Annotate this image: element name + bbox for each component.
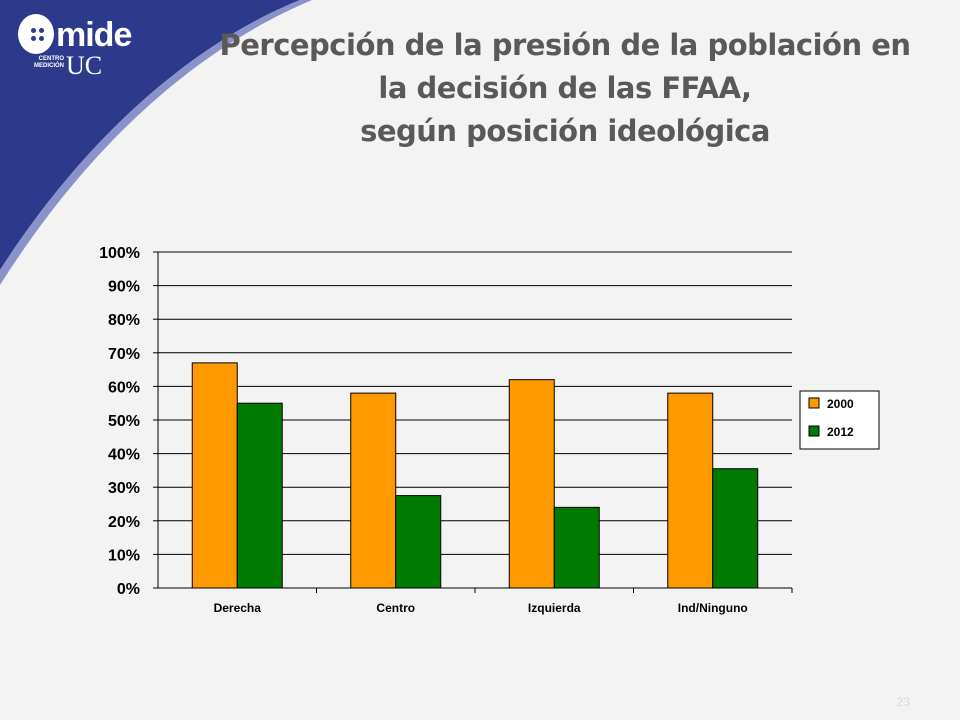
bar-2000	[667, 392, 714, 589]
y-tick-label: 0%	[117, 581, 140, 598]
legend-swatch	[808, 397, 820, 409]
logo-uc-text: UC	[66, 51, 103, 80]
title-line: según posición ideológica	[360, 114, 770, 148]
y-tick-label: 20%	[108, 514, 140, 531]
y-tick-label: 60%	[108, 379, 140, 396]
title-line: Percepción de la presión de la población…	[219, 28, 911, 62]
x-tick-label: Izquierda	[528, 601, 581, 615]
mide-uc-logo: mide CENTRO MEDICIÓN UC	[18, 14, 132, 84]
y-tick-label: 50%	[108, 413, 140, 430]
bar-2000	[191, 362, 238, 589]
slide-title: Percepción de la presión de la población…	[200, 24, 930, 153]
y-tick-label: 90%	[108, 279, 140, 296]
bar-2000	[350, 392, 397, 589]
bar-2012	[236, 402, 283, 589]
bar-2012	[553, 506, 600, 589]
page-number: 23	[896, 695, 910, 709]
logo-mide-text: mide	[56, 16, 132, 54]
y-tick-label: 80%	[108, 312, 140, 329]
x-tick-label: Centro	[376, 601, 415, 615]
legend-label: 2012	[827, 425, 854, 439]
x-tick-label: Derecha	[214, 601, 262, 615]
legend-label: 2000	[827, 397, 854, 411]
x-tick-label: Ind/Ninguno	[678, 601, 748, 615]
y-tick-label: 70%	[108, 346, 140, 363]
logo-centro-text: CENTRO MEDICIÓN	[34, 56, 64, 69]
legend-swatch	[808, 425, 820, 437]
logo-dots-icon	[18, 14, 54, 54]
bar-2000	[508, 379, 555, 589]
y-tick-label: 10%	[108, 547, 140, 564]
y-tick-label: 30%	[108, 480, 140, 497]
bar-2012	[395, 495, 442, 589]
y-tick-label: 100%	[99, 245, 140, 262]
y-tick-label: 40%	[108, 447, 140, 464]
bar-2012	[712, 468, 759, 589]
title-line: la decisión de las FFAA,	[378, 71, 752, 105]
